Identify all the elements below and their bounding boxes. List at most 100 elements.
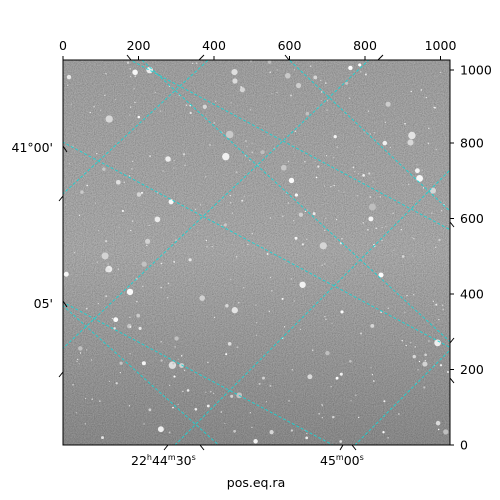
star: [115, 382, 118, 385]
star: [128, 405, 130, 407]
star: [443, 429, 449, 435]
star: [249, 412, 251, 414]
star: [131, 168, 133, 170]
star: [129, 316, 131, 319]
star: [232, 78, 238, 84]
star: [402, 183, 404, 186]
star: [325, 350, 330, 356]
star: [372, 380, 375, 382]
star: [186, 389, 190, 392]
star: [205, 176, 207, 178]
star: [294, 236, 298, 240]
star: [89, 111, 91, 114]
star: [287, 202, 290, 204]
star: [107, 263, 109, 265]
star: [79, 352, 82, 354]
star: [99, 400, 101, 402]
star: [105, 73, 107, 75]
star: [129, 326, 132, 328]
star: [387, 307, 389, 309]
star: [325, 318, 327, 320]
star: [224, 422, 226, 425]
star: [290, 94, 292, 97]
star: [126, 288, 134, 296]
star: [174, 346, 176, 348]
star: [177, 403, 179, 406]
star: [291, 369, 294, 371]
star: [432, 300, 434, 302]
star: [325, 155, 328, 157]
star: [114, 98, 116, 101]
star: [340, 310, 344, 314]
star: [70, 103, 72, 105]
star: [136, 313, 141, 318]
star: [407, 183, 410, 185]
star: [105, 295, 108, 298]
star: [184, 164, 186, 166]
star: [168, 431, 171, 434]
star: [225, 130, 234, 139]
star: [383, 400, 386, 403]
star: [408, 131, 416, 140]
star: [260, 150, 265, 155]
star: [91, 398, 93, 400]
star: [352, 166, 355, 169]
star: [188, 258, 192, 262]
star: [97, 303, 100, 305]
star: [267, 60, 272, 64]
right-tick-label: 600: [460, 211, 484, 226]
star: [241, 199, 244, 202]
star: [239, 87, 245, 93]
star: [251, 151, 253, 153]
star: [406, 294, 408, 297]
star: [146, 66, 153, 74]
star: [268, 310, 270, 312]
top-tick-label: 0: [59, 38, 67, 53]
star: [437, 428, 440, 431]
star: [447, 371, 449, 373]
star: [123, 181, 125, 184]
star: [291, 390, 293, 392]
star: [309, 65, 312, 68]
star: [298, 212, 304, 217]
star: [247, 243, 249, 245]
star: [422, 187, 425, 189]
star: [269, 276, 272, 279]
star: [367, 110, 370, 112]
star: [208, 143, 212, 146]
star: [185, 104, 188, 106]
star: [237, 301, 240, 304]
grid-line: [141, 60, 450, 343]
star: [244, 139, 247, 143]
star: [424, 360, 426, 362]
star: [349, 359, 352, 363]
star: [222, 152, 230, 161]
star: [423, 386, 426, 389]
star: [269, 106, 271, 108]
star: [439, 71, 442, 74]
star: [271, 92, 273, 95]
star: [412, 354, 416, 359]
star: [184, 369, 186, 371]
star: [281, 297, 284, 300]
star: [411, 236, 413, 239]
star: [311, 349, 314, 351]
star: [63, 271, 69, 277]
star: [162, 170, 164, 172]
star: [407, 139, 414, 146]
star: [428, 127, 430, 129]
star: [280, 164, 287, 171]
star: [418, 360, 421, 363]
right-tick: 200: [450, 362, 484, 377]
star: [440, 210, 443, 212]
star: [96, 152, 98, 155]
star: [379, 196, 381, 198]
star: [200, 204, 202, 206]
star: [381, 239, 383, 241]
star: [172, 406, 174, 409]
star: [384, 121, 386, 123]
star: [127, 323, 132, 329]
star: [75, 412, 77, 414]
star: [324, 229, 326, 231]
